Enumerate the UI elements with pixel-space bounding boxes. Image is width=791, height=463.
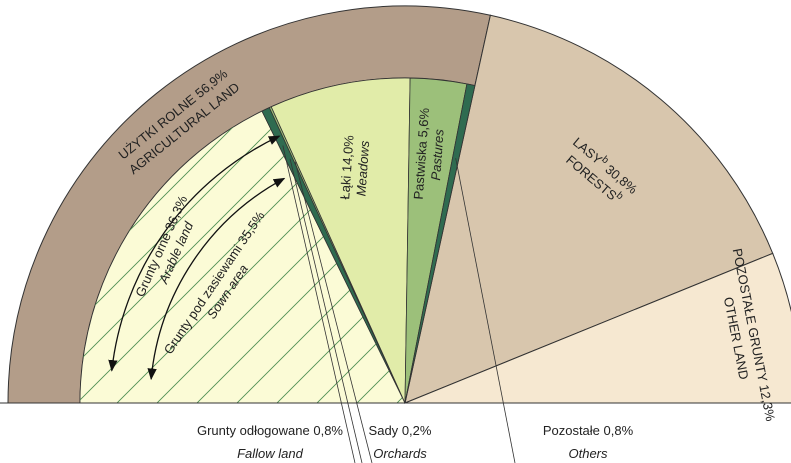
leader-line bbox=[289, 158, 363, 463]
label-part: b bbox=[614, 190, 626, 202]
label-part: Łąki bbox=[338, 175, 355, 200]
label-part: Pozostałe bbox=[543, 423, 600, 438]
leader-line bbox=[282, 145, 356, 463]
label: Pozostałe 0,8% bbox=[543, 423, 634, 438]
label-part: b bbox=[599, 154, 611, 166]
label-part: Others bbox=[568, 446, 608, 461]
label-part: Sady bbox=[369, 423, 399, 438]
leader-line bbox=[455, 158, 516, 463]
label: Sady 0,2% bbox=[369, 423, 432, 438]
label-part: Grunty odłogowane bbox=[197, 423, 310, 438]
label: Łąki 14,0% bbox=[338, 134, 357, 200]
label-part: 5,6% bbox=[415, 107, 432, 138]
label-part: 12,3% bbox=[756, 383, 778, 422]
sector-label: Łąki 14,0%Meadows bbox=[338, 134, 373, 200]
label: Pastwiska 5,6% bbox=[411, 107, 432, 200]
label-part: Pastwiska bbox=[411, 140, 430, 200]
label: Others bbox=[568, 446, 608, 461]
label-part: 0,8% bbox=[313, 423, 343, 438]
label: Pastures bbox=[429, 128, 448, 181]
label: Grunty odłogowane 0,8% bbox=[197, 423, 343, 438]
label-part: Meadows bbox=[354, 140, 373, 197]
label-part: Orchards bbox=[373, 446, 427, 461]
leader-line bbox=[294, 161, 373, 463]
sector bbox=[404, 83, 476, 404]
label: Orchards bbox=[373, 446, 427, 461]
sector-label: Pastwiska 5,6%Pastures bbox=[411, 107, 448, 200]
label: Meadows bbox=[354, 140, 373, 197]
label-part: 0,2% bbox=[402, 423, 432, 438]
sector bbox=[404, 252, 791, 404]
bracket-arrow bbox=[108, 135, 281, 372]
label-part: 0,8% bbox=[604, 423, 634, 438]
label-part: Pastures bbox=[429, 128, 448, 181]
sector bbox=[404, 14, 774, 404]
sectors bbox=[0, 5, 791, 404]
label: Fallow land bbox=[237, 446, 304, 461]
label-part: 14,0% bbox=[339, 134, 357, 172]
label-part: Fallow land bbox=[237, 446, 304, 461]
